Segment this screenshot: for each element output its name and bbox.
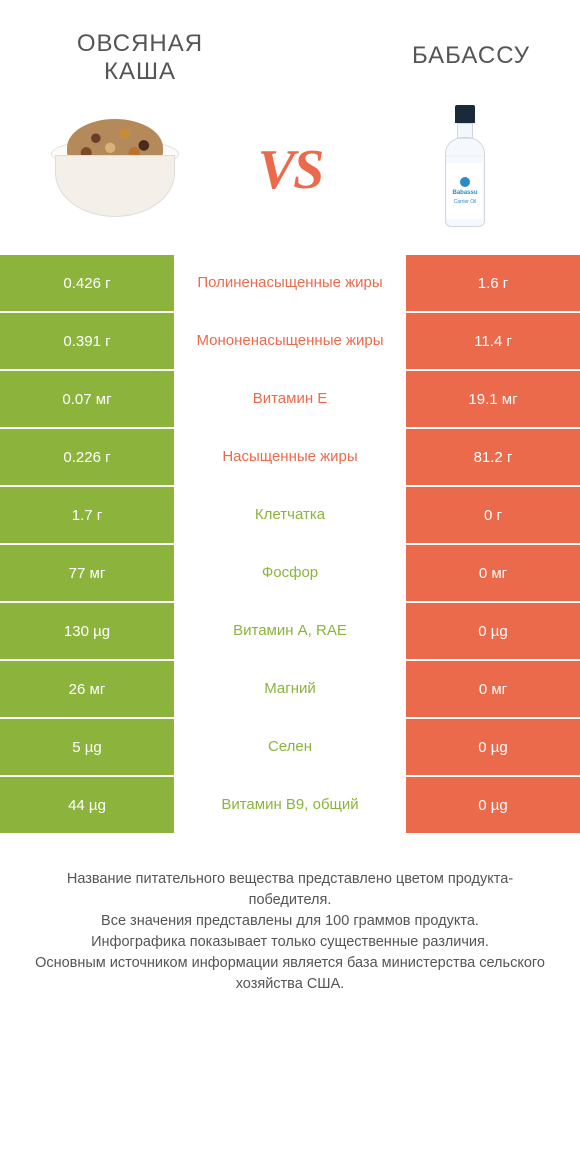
table-row: 0.07 мгВитамин E19.1 мг bbox=[0, 371, 580, 429]
cell-nutrient-name: Мононенасыщенные жиры bbox=[174, 313, 406, 369]
cell-right-value: 1.6 г bbox=[406, 255, 580, 311]
cell-nutrient-name: Витамин A, RAE bbox=[174, 603, 406, 659]
cell-nutrient-name: Фосфор bbox=[174, 545, 406, 601]
bottle-label-2: Carrier Oil bbox=[454, 199, 477, 205]
cell-left-value: 44 µg bbox=[0, 777, 174, 833]
cell-nutrient-name: Насыщенные жиры bbox=[174, 429, 406, 485]
footer-text: Название питательного вещества представл… bbox=[0, 835, 580, 995]
cell-nutrient-name: Селен bbox=[174, 719, 406, 775]
cell-right-value: 0 µg bbox=[406, 719, 580, 775]
table-row: 1.7 гКлетчатка0 г bbox=[0, 487, 580, 545]
cell-right-value: 0 мг bbox=[406, 545, 580, 601]
cell-right-value: 0 г bbox=[406, 487, 580, 543]
comparison-table: 0.426 гПолиненасыщенные жиры1.6 г0.391 г… bbox=[0, 255, 580, 835]
cell-left-value: 26 мг bbox=[0, 661, 174, 717]
cell-left-value: 0.07 мг bbox=[0, 371, 174, 427]
babassu-image: Babassu Carrier Oil bbox=[390, 105, 540, 235]
table-row: 0.391 гМононенасыщенные жиры11.4 г bbox=[0, 313, 580, 371]
table-row: 26 мгМагний0 мг bbox=[0, 661, 580, 719]
cell-right-value: 81.2 г bbox=[406, 429, 580, 485]
cell-left-value: 0.426 г bbox=[0, 255, 174, 311]
hero-row: VS Babassu Carrier Oil bbox=[0, 95, 580, 255]
cell-left-value: 5 µg bbox=[0, 719, 174, 775]
title-row: ОВСЯНАЯКАША БАБАССУ bbox=[0, 0, 580, 95]
cell-right-value: 0 мг bbox=[406, 661, 580, 717]
table-row: 0.226 гНасыщенные жиры81.2 г bbox=[0, 429, 580, 487]
table-row: 44 µgВитамин B9, общий0 µg bbox=[0, 777, 580, 835]
cell-left-value: 0.391 г bbox=[0, 313, 174, 369]
cell-nutrient-name: Магний bbox=[174, 661, 406, 717]
cell-left-value: 0.226 г bbox=[0, 429, 174, 485]
title-left: ОВСЯНАЯКАША bbox=[50, 30, 230, 85]
table-row: 5 µgСелен0 µg bbox=[0, 719, 580, 777]
cell-left-value: 1.7 г bbox=[0, 487, 174, 543]
table-row: 130 µgВитамин A, RAE0 µg bbox=[0, 603, 580, 661]
bottle-label-1: Babassu bbox=[452, 190, 477, 196]
table-row: 77 мгФосфор0 мг bbox=[0, 545, 580, 603]
title-right: БАБАССУ bbox=[350, 30, 530, 85]
table-row: 0.426 гПолиненасыщенные жиры1.6 г bbox=[0, 255, 580, 313]
cell-nutrient-name: Витамин E bbox=[174, 371, 406, 427]
cell-right-value: 0 µg bbox=[406, 603, 580, 659]
vs-label: VS bbox=[258, 138, 323, 202]
oatmeal-image bbox=[40, 105, 190, 235]
cell-right-value: 11.4 г bbox=[406, 313, 580, 369]
cell-nutrient-name: Клетчатка bbox=[174, 487, 406, 543]
cell-right-value: 19.1 мг bbox=[406, 371, 580, 427]
cell-left-value: 77 мг bbox=[0, 545, 174, 601]
cell-left-value: 130 µg bbox=[0, 603, 174, 659]
cell-right-value: 0 µg bbox=[406, 777, 580, 833]
cell-nutrient-name: Витамин B9, общий bbox=[174, 777, 406, 833]
cell-nutrient-name: Полиненасыщенные жиры bbox=[174, 255, 406, 311]
